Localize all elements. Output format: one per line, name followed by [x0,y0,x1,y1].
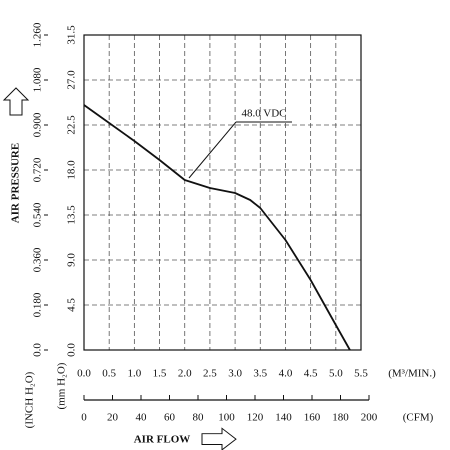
y2-tick-label: 1.260 [32,22,44,47]
y-tick-label: 4.5 [66,298,78,312]
pressure-arrow [2,87,30,116]
x2-tick-label: 200 [361,412,378,424]
y-unit: (mm H₂O) [56,362,68,409]
y2-tick-label: 0.0 [32,343,44,357]
x2-tick-label: 140 [275,412,292,424]
x2-tick-label: 80 [193,412,205,424]
y2-tick-label: 1.080 [32,67,44,92]
x2-tick-label: 120 [247,412,264,424]
y-axis-title: AIR PRESSURE [10,143,22,223]
annotation-leader [188,121,237,179]
x-tick-label: 5.5 [354,368,368,380]
x2-tick-label: 20 [107,412,119,424]
x-axis-title: AIR FLOW [134,434,191,446]
y-tick-label: 18.0 [66,160,78,180]
y2-unit: (INCH H₂O) [24,371,36,428]
flow-arrow [201,427,237,450]
x-tick-label: 5.0 [329,368,343,380]
x-tick-label: 3.0 [228,368,242,380]
y2-tick-label: 0.360 [32,247,44,272]
x-tick-label: 3.5 [253,368,267,380]
y2-tick-label: 0.180 [32,292,44,317]
x-tick-label: 4.0 [279,368,293,380]
annotation: 48.0 VDC [241,108,286,120]
x2-tick-label: 60 [164,412,176,424]
y-tick-label: 22.5 [66,115,78,135]
x-tick-label: 1.5 [153,368,167,380]
x-tick-label: 1.0 [127,368,141,380]
plot-frame [83,34,362,351]
x2-unit: (CFM) [403,412,434,424]
y-tick-label: 31.5 [66,25,78,45]
x2-tick-label: 0 [81,412,87,424]
y-tick-label: 13.5 [66,205,78,225]
series-line [83,104,351,351]
x2-tick-label: 160 [304,412,321,424]
y-tick-label: 9.0 [66,253,78,267]
y2-tick-label: 0.540 [32,202,44,227]
x-unit: (M³/MIN.) [388,368,436,380]
x2-tick-label: 180 [332,412,349,424]
x-tick-label: 2.0 [178,368,192,380]
x2-tick-label: 40 [136,412,148,424]
x-tick-label: 4.5 [304,368,318,380]
y-tick-label: 0.0 [66,343,78,357]
y2-tick-label: 0.720 [32,157,44,182]
x2-tick-label: 100 [218,412,235,424]
x-tick-label: 2.5 [203,368,217,380]
y2-tick-label: 0.900 [32,112,44,137]
x-tick-label: 0.0 [77,368,91,380]
x-tick-label: 0.5 [102,368,116,380]
y-tick-label: 27.0 [66,70,78,90]
